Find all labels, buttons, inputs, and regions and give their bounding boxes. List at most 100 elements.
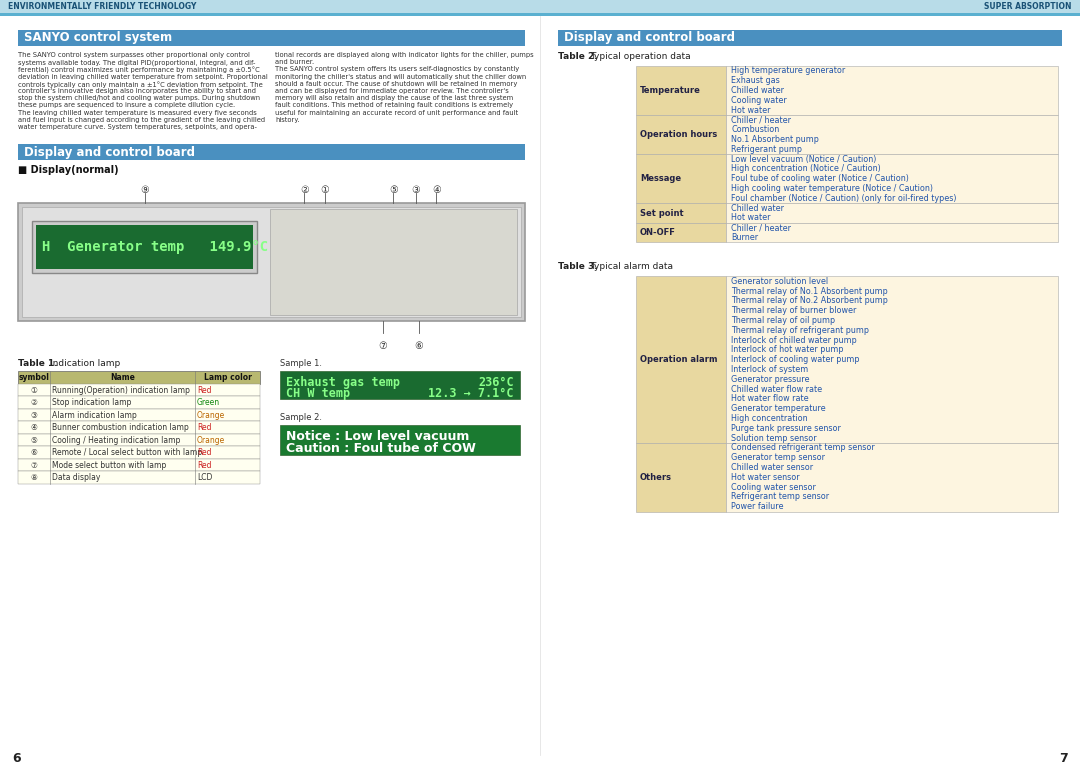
Text: ⑦: ⑦ bbox=[30, 461, 38, 470]
Text: Interlock of chilled water pump: Interlock of chilled water pump bbox=[731, 336, 856, 345]
Text: Operation alarm: Operation alarm bbox=[640, 356, 717, 364]
Text: Foul tube of cooling water (Notice / Caution): Foul tube of cooling water (Notice / Cau… bbox=[731, 174, 909, 183]
Text: Hot water sensor: Hot water sensor bbox=[731, 473, 799, 481]
Bar bbox=[726, 443, 1058, 512]
Bar bbox=[18, 372, 260, 384]
Bar bbox=[32, 221, 257, 273]
Text: Interlock of system: Interlock of system bbox=[731, 365, 808, 374]
Text: Interlock of cooling water pump: Interlock of cooling water pump bbox=[731, 356, 860, 364]
Bar bbox=[18, 397, 260, 409]
Text: Sample 1.: Sample 1. bbox=[280, 359, 322, 369]
Text: ⑦: ⑦ bbox=[379, 341, 388, 352]
Text: Refrigerant temp sensor: Refrigerant temp sensor bbox=[731, 492, 829, 501]
Bar bbox=[636, 443, 726, 512]
Text: Chiller / heater: Chiller / heater bbox=[731, 224, 791, 232]
Text: stop the system chilled/hot and cooling water pumps. During shutdown: stop the system chilled/hot and cooling … bbox=[18, 95, 260, 101]
Bar bbox=[36, 225, 253, 269]
Bar bbox=[636, 223, 726, 243]
Text: ⑤: ⑤ bbox=[30, 436, 38, 445]
Text: Purge tank pressure sensor: Purge tank pressure sensor bbox=[731, 423, 841, 433]
Text: Table 3.: Table 3. bbox=[558, 262, 597, 272]
Text: Thermal relay of burner blower: Thermal relay of burner blower bbox=[731, 306, 856, 315]
Text: tional records are displayed along with indicator lights for the chiller, pumps: tional records are displayed along with … bbox=[275, 52, 534, 58]
Text: deviation in leaving chilled water temperature from setpoint. Proportional: deviation in leaving chilled water tempe… bbox=[18, 73, 268, 79]
Text: ON-OFF: ON-OFF bbox=[640, 228, 676, 237]
Text: ③: ③ bbox=[411, 185, 420, 195]
Text: Red: Red bbox=[197, 461, 212, 470]
Text: Thermal relay of refrigerant pump: Thermal relay of refrigerant pump bbox=[731, 326, 869, 335]
Text: Stop indication lamp: Stop indication lamp bbox=[52, 398, 132, 407]
Text: Operation hours: Operation hours bbox=[640, 130, 717, 139]
Text: Bunner combustion indication lamp: Bunner combustion indication lamp bbox=[52, 423, 189, 432]
Text: ④: ④ bbox=[432, 185, 441, 195]
Text: LCD: LCD bbox=[197, 473, 213, 482]
Text: Burner: Burner bbox=[731, 233, 758, 242]
Text: Green: Green bbox=[197, 398, 220, 407]
Text: Notice : Low level vacuum: Notice : Low level vacuum bbox=[286, 430, 470, 443]
Text: memory will also retain and display the cause of the last three system: memory will also retain and display the … bbox=[275, 95, 513, 101]
Text: Exhaust gas temp: Exhaust gas temp bbox=[286, 376, 400, 389]
Text: Typical alarm data: Typical alarm data bbox=[590, 262, 673, 272]
Bar bbox=[726, 223, 1058, 243]
Text: ENVIRONMENTALLY FRIENDLY TECHNOLOGY: ENVIRONMENTALLY FRIENDLY TECHNOLOGY bbox=[8, 2, 197, 11]
Text: Red: Red bbox=[197, 423, 212, 432]
Text: systems available today. The digital PID(proportional, integral, and dif-: systems available today. The digital PID… bbox=[18, 60, 255, 66]
Text: and fuel input is changed according to the gradient of the leaving chilled: and fuel input is changed according to t… bbox=[18, 117, 265, 123]
Text: Thermal relay of oil pump: Thermal relay of oil pump bbox=[731, 316, 835, 325]
Text: Generator solution level: Generator solution level bbox=[731, 277, 828, 286]
Bar bbox=[726, 203, 1058, 223]
Text: Display and control board: Display and control board bbox=[564, 31, 735, 44]
Text: should a fault occur. The cause of shutdown will be retained in memory: should a fault occur. The cause of shutd… bbox=[275, 81, 517, 87]
Text: and burner.: and burner. bbox=[275, 60, 314, 65]
Text: controller's innovative design also incorporates the ability to start and: controller's innovative design also inco… bbox=[18, 88, 256, 94]
Text: Interlock of hot water pump: Interlock of hot water pump bbox=[731, 346, 843, 354]
Text: ⑤: ⑤ bbox=[389, 185, 397, 195]
Bar bbox=[726, 115, 1058, 154]
Text: Lamp color: Lamp color bbox=[203, 373, 252, 382]
Text: Generator pressure: Generator pressure bbox=[731, 375, 810, 384]
Text: Low level vacuum (Notice / Caution): Low level vacuum (Notice / Caution) bbox=[731, 155, 876, 163]
Text: 6: 6 bbox=[12, 752, 21, 763]
Text: ①: ① bbox=[30, 385, 38, 394]
Bar bbox=[0, 13, 1080, 15]
Text: ⑥: ⑥ bbox=[30, 448, 38, 457]
Text: High concentration: High concentration bbox=[731, 414, 808, 423]
Bar bbox=[280, 426, 519, 456]
Text: ①: ① bbox=[321, 185, 329, 195]
Text: No.1 Absorbent pump: No.1 Absorbent pump bbox=[731, 135, 819, 144]
Bar bbox=[636, 154, 726, 203]
Text: 236°C: 236°C bbox=[478, 376, 514, 389]
Text: history.: history. bbox=[275, 117, 299, 123]
Text: Chilled water sensor: Chilled water sensor bbox=[731, 463, 813, 472]
Bar bbox=[726, 66, 1058, 115]
Bar bbox=[18, 459, 260, 472]
Bar bbox=[22, 208, 521, 317]
Text: ②: ② bbox=[300, 185, 309, 195]
Text: Generator temp sensor: Generator temp sensor bbox=[731, 453, 825, 462]
Text: Caution : Foul tube of COW: Caution : Foul tube of COW bbox=[286, 443, 476, 456]
Bar bbox=[0, 0, 1080, 13]
Text: Name: Name bbox=[110, 373, 135, 382]
Text: Thermal relay of No.1 Absorbent pump: Thermal relay of No.1 Absorbent pump bbox=[731, 287, 888, 295]
Text: 7: 7 bbox=[1059, 752, 1068, 763]
Bar bbox=[18, 446, 260, 459]
Text: Red: Red bbox=[197, 448, 212, 457]
Text: Set point: Set point bbox=[640, 208, 684, 217]
Text: ferential) control maximizes unit performance by maintaining a ±0.5°C: ferential) control maximizes unit perfor… bbox=[18, 66, 260, 73]
Bar bbox=[18, 30, 525, 46]
Text: Remote / Local select button with lamp: Remote / Local select button with lamp bbox=[52, 448, 202, 457]
Bar bbox=[636, 115, 726, 154]
Bar bbox=[18, 204, 525, 321]
Text: useful for maintaining an accurate record of unit performance and fault: useful for maintaining an accurate recor… bbox=[275, 110, 518, 116]
Text: Cooling / Heating indication lamp: Cooling / Heating indication lamp bbox=[52, 436, 180, 445]
Text: Temperature: Temperature bbox=[640, 86, 701, 95]
Text: Refrigerant pump: Refrigerant pump bbox=[731, 145, 802, 154]
Bar bbox=[18, 384, 260, 397]
Text: Others: Others bbox=[640, 473, 672, 481]
Bar bbox=[18, 434, 260, 446]
Text: Chilled water: Chilled water bbox=[731, 86, 784, 95]
Text: Table 2.: Table 2. bbox=[558, 52, 597, 61]
Text: ⑥: ⑥ bbox=[414, 341, 423, 352]
Text: 12.3 → 7.1°C: 12.3 → 7.1°C bbox=[429, 388, 514, 401]
Text: symbol: symbol bbox=[18, 373, 50, 382]
